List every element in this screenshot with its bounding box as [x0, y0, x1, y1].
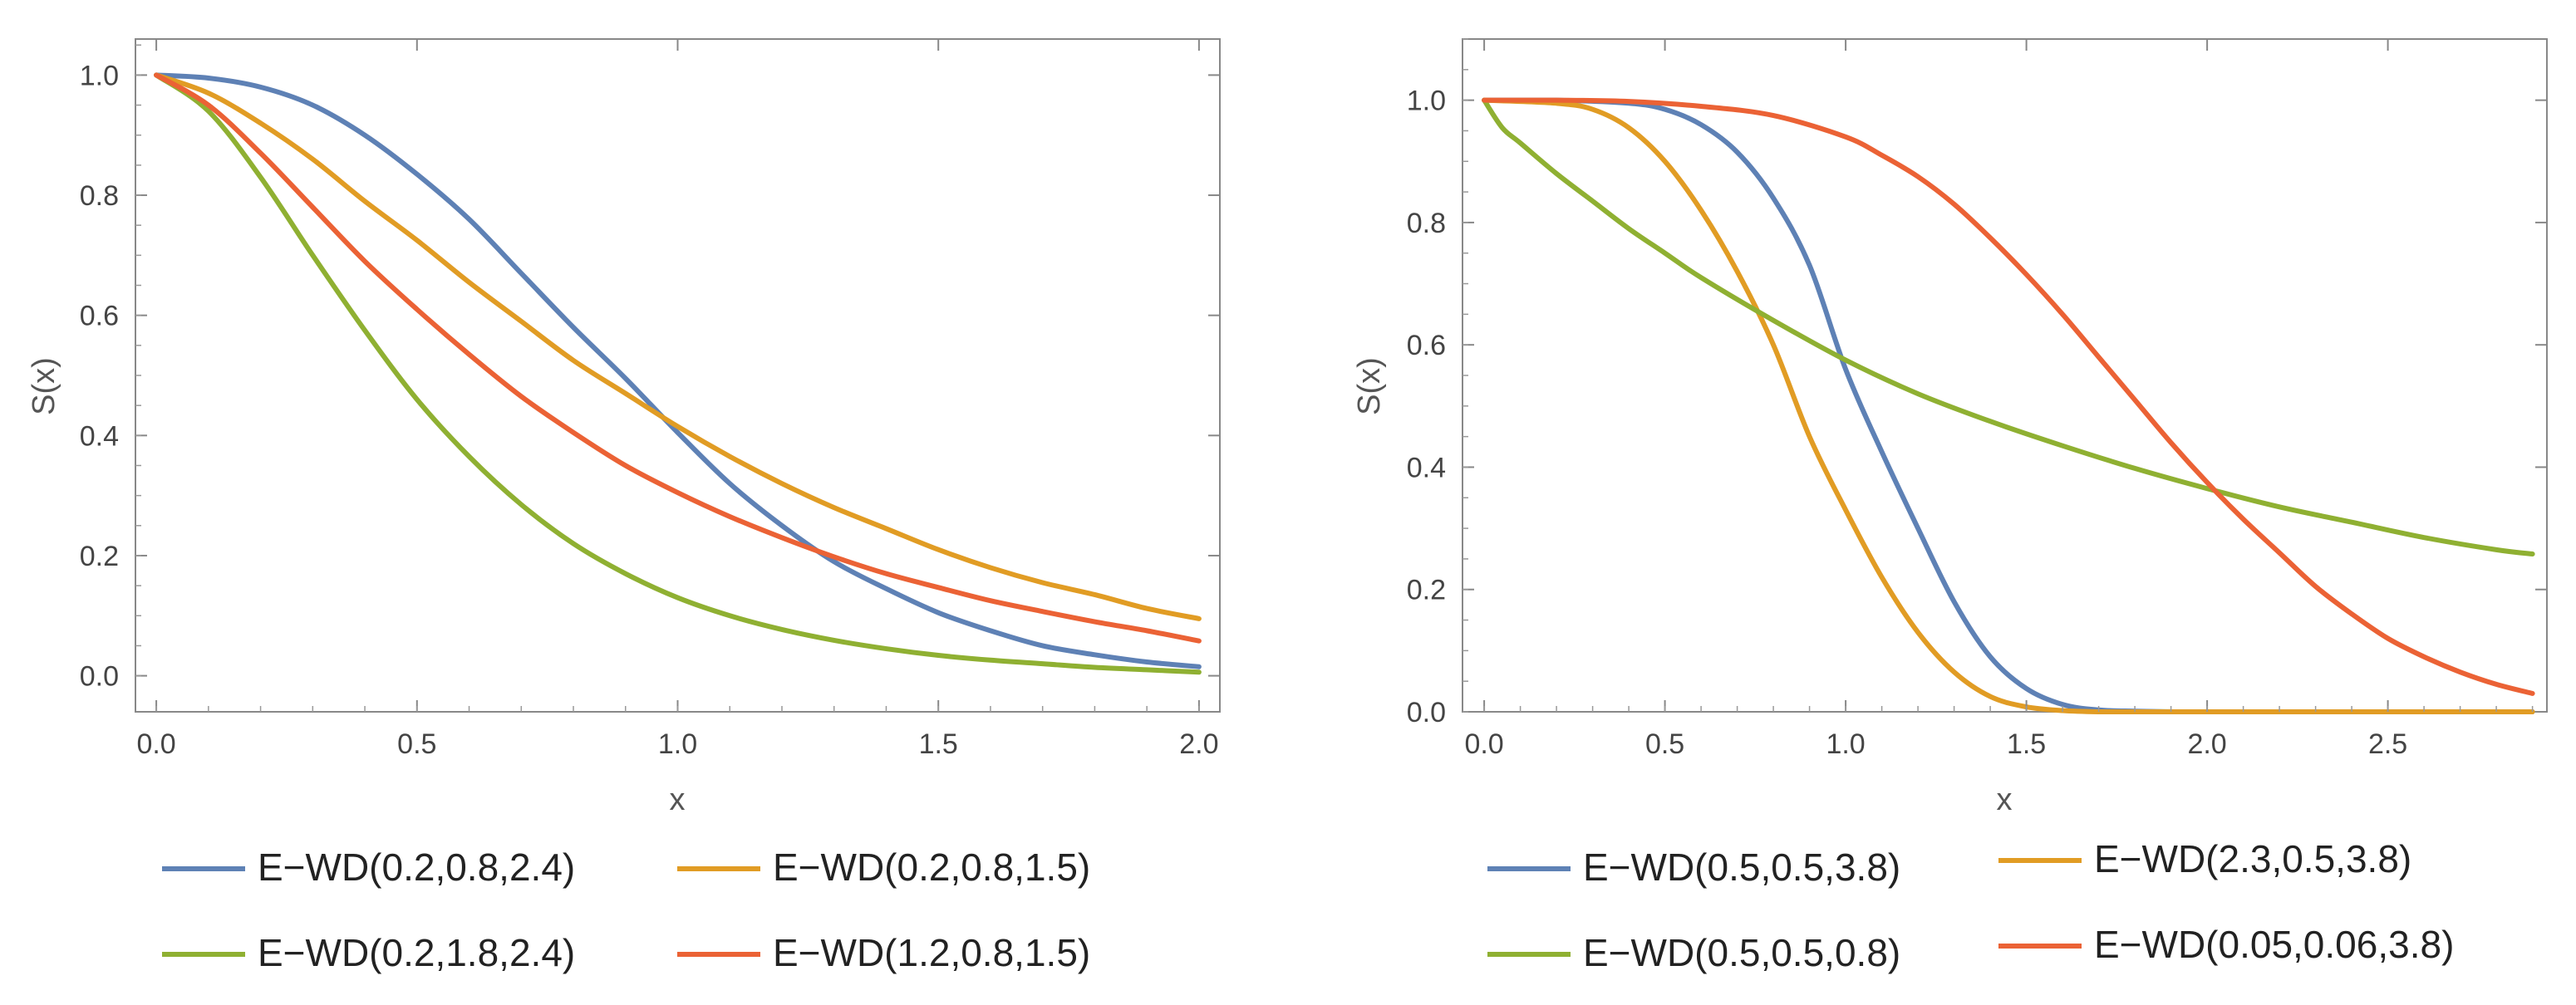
right-x-tick-label: 2.0	[2187, 728, 2226, 760]
left-y-tick-label: 0.4	[80, 420, 119, 452]
left-x-tick-label: 0.5	[397, 728, 436, 760]
left-legend-label: E−WD(0.2,0.8,1.5)	[773, 846, 1090, 889]
right-y-axis-label: S(x)	[1352, 357, 1387, 415]
right-x-tick-label: 2.5	[2368, 728, 2407, 760]
right-plot-frame	[1462, 38, 2548, 713]
left-legend-item: E−WD(0.2,1.8,2.4)	[162, 931, 575, 974]
right-x-axis-label: x	[1997, 782, 2013, 817]
right-series-line-4	[1482, 97, 2535, 696]
right-x-tick-label: 0.0	[1464, 728, 1503, 760]
right-x-tick-label: 1.0	[1826, 728, 1865, 760]
left-legend-label: E−WD(0.2,1.8,2.4)	[258, 931, 575, 974]
left-legend-item: E−WD(1.2,0.8,1.5)	[677, 931, 1090, 974]
left-y-tick-label: 0.2	[80, 541, 119, 572]
left-series-line-1	[154, 72, 1202, 669]
right-x-tick-label: 0.5	[1645, 728, 1684, 760]
right-chart: 0.0 0.5 1.0 1.5 2.0 2.5 0.0 0.2 0.4 0.6 0.8 1.0 x S…	[1352, 38, 2548, 974]
left-legend-label: E−WD(0.2,0.8,2.4)	[258, 846, 575, 889]
left-y-tick-label: 1.0	[80, 60, 119, 91]
right-y-tick-label: 0.8	[1407, 208, 1446, 239]
left-x-tick-label: 2.0	[1179, 728, 1218, 760]
left-x-tick-label: 1.0	[658, 728, 697, 760]
left-x-tick-label: 1.5	[919, 728, 958, 760]
left-legend: E−WD(0.2,0.8,2.4) E−WD(0.2,0.8,1.5) E−WD(0…	[162, 846, 1090, 974]
right-legend-item: E−WD(0.05,0.06,3.8)	[1998, 923, 2454, 966]
right-y-tick-label: 0.0	[1407, 697, 1446, 728]
left-series-line-3	[154, 72, 1202, 675]
right-legend-item: E−WD(0.5,0.5,3.8)	[1487, 846, 1900, 889]
right-series-line-1	[1482, 97, 2535, 715]
left-y-tick-label: 0.8	[80, 180, 119, 212]
right-y-tick-label: 0.6	[1407, 330, 1446, 361]
left-legend-item: E−WD(0.2,0.8,1.5)	[677, 846, 1090, 889]
right-legend-label: E−WD(0.5,0.5,3.8)	[1583, 846, 1900, 889]
right-legend-label: E−WD(2.3,0.5,3.8)	[2094, 837, 2411, 880]
left-y-tick-label: 0.6	[80, 301, 119, 332]
right-y-tick-label: 1.0	[1407, 86, 1446, 117]
left-y-tick-label: 0.0	[80, 661, 119, 693]
right-y-tick-label: 0.2	[1407, 575, 1446, 606]
right-series-line-2	[1482, 97, 2535, 715]
right-legend-item: E−WD(0.5,0.5,0.8)	[1487, 931, 1900, 974]
right-x-tick-label: 1.5	[2007, 728, 2046, 760]
right-legend-label: E−WD(0.05,0.06,3.8)	[2094, 923, 2454, 966]
left-plot-frame	[135, 38, 1221, 713]
left-series-line-2	[154, 72, 1202, 621]
left-series-line-4	[154, 72, 1202, 644]
left-legend-item: E−WD(0.2,0.8,2.4)	[162, 846, 575, 889]
left-y-axis-label: S(x)	[27, 357, 61, 415]
left-x-axis-label: x	[670, 782, 686, 817]
right-legend-label: E−WD(0.5,0.5,0.8)	[1583, 931, 1900, 974]
left-x-tick-label: 0.0	[136, 728, 175, 760]
left-chart: 0.0 0.5 1.0 1.5 2.0 0.0 0.2 0.4 0.6 0.8 1.0 x S(x)…	[27, 38, 1221, 974]
left-legend-label: E−WD(1.2,0.8,1.5)	[773, 931, 1090, 974]
right-legend: E−WD(0.5,0.5,3.8) E−WD(2.3,0.5,3.8) E−WD(0…	[1487, 837, 2454, 974]
right-series-line-3	[1482, 97, 2535, 557]
right-y-tick-label: 0.4	[1407, 452, 1446, 483]
right-legend-item: E−WD(2.3,0.5,3.8)	[1998, 837, 2411, 880]
